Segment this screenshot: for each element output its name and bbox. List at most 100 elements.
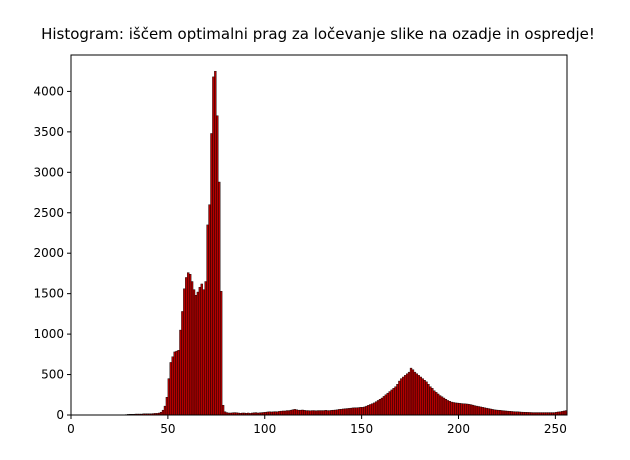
histogram-bar <box>384 394 388 416</box>
histogram-bar <box>560 411 564 416</box>
histogram-bar <box>190 281 194 416</box>
histogram-bar <box>295 409 298 416</box>
histogram-bar <box>200 283 203 416</box>
y-tick-label: 2500 <box>33 206 64 220</box>
histogram-bar <box>369 404 372 416</box>
histogram-bar <box>324 410 327 416</box>
histogram-bar <box>409 367 413 416</box>
x-axis: 0 50 100 150 200 250 <box>67 415 567 436</box>
histogram-bar <box>330 410 333 416</box>
x-tick-label: 50 <box>160 422 175 436</box>
histogram-bar <box>212 76 215 416</box>
histogram-bar <box>181 311 184 416</box>
histogram-bar <box>312 410 316 416</box>
histogram-bar <box>173 351 176 416</box>
histogram-bar <box>471 404 475 416</box>
histogram-bar <box>287 410 291 416</box>
histogram-bar <box>417 375 420 416</box>
histogram-bar <box>448 401 451 416</box>
histogram-bar <box>442 397 446 416</box>
histogram-bar <box>371 403 374 416</box>
histogram-bar <box>435 392 438 416</box>
y-tick-label: 0 <box>56 408 64 422</box>
histogram-bar <box>411 369 415 416</box>
histogram-bar <box>297 409 300 416</box>
histogram-bar <box>167 378 171 416</box>
histogram-bar <box>489 408 492 416</box>
histogram-bar <box>485 407 488 416</box>
histogram-bar <box>365 405 368 416</box>
histogram-bar <box>214 70 217 416</box>
histogram-bar <box>423 380 426 416</box>
histogram-bar <box>221 405 225 416</box>
histogram-bar <box>469 404 473 416</box>
histogram-bar <box>340 408 343 416</box>
histogram-bar <box>415 373 419 416</box>
histogram-bar <box>508 411 512 416</box>
histogram-bar <box>500 410 504 416</box>
histogram-bar <box>219 291 223 416</box>
histogram-bar <box>171 356 174 416</box>
histogram-bar <box>274 411 277 416</box>
histogram-bar <box>328 410 331 416</box>
y-tick-label: 2000 <box>33 246 64 260</box>
histogram-bar <box>353 407 357 416</box>
histogram-bar <box>483 407 486 416</box>
histogram-bar <box>293 409 296 416</box>
histogram-bar <box>398 380 401 416</box>
histogram-bar <box>394 386 397 416</box>
histogram-bar <box>289 409 293 416</box>
histogram-bar <box>206 224 209 416</box>
histogram-bar <box>390 389 393 416</box>
histogram-bar <box>376 400 380 416</box>
histogram-bar <box>380 397 384 416</box>
histogram-bar <box>378 399 382 416</box>
histogram-bar <box>194 295 198 416</box>
histogram-bar <box>491 409 494 416</box>
histogram-bar <box>316 410 320 416</box>
histogram-bar <box>462 403 465 416</box>
histogram-bar <box>202 289 205 416</box>
x-tick-label: 100 <box>253 422 276 436</box>
histogram-bar <box>400 378 403 416</box>
histogram-bar <box>175 350 178 416</box>
histogram-bar <box>450 401 453 416</box>
y-axis: 0 500 1000 1500 2000 2500 3000 3500 4000 <box>33 84 71 422</box>
histogram-bar <box>452 402 455 416</box>
histogram-bar <box>458 403 461 416</box>
histogram-bar <box>444 399 448 416</box>
histogram-bar <box>198 286 202 416</box>
histogram-bar <box>498 410 502 416</box>
histogram-bar <box>363 406 366 416</box>
y-tick-label: 3000 <box>33 165 64 179</box>
histogram-bar <box>280 410 283 416</box>
histogram-bar <box>281 410 285 416</box>
histogram-bar <box>382 396 386 416</box>
histogram-bar <box>440 396 444 416</box>
histogram-bar <box>361 407 364 416</box>
histogram-bar <box>493 409 496 416</box>
histogram-bar <box>187 272 190 416</box>
histogram-bar <box>351 407 355 416</box>
histogram-bar <box>425 381 428 416</box>
y-tick-label: 1500 <box>33 287 64 301</box>
histogram-bar <box>349 407 353 416</box>
histogram-bar <box>367 405 370 416</box>
histogram-bar <box>208 204 211 416</box>
y-tick-label: 500 <box>41 368 64 382</box>
histogram-bar <box>332 409 335 416</box>
histogram-bar <box>467 404 471 416</box>
histogram-bar <box>419 376 422 416</box>
histogram-bar <box>311 410 314 416</box>
histogram-bar <box>464 403 467 416</box>
histogram-bar <box>169 362 172 416</box>
histogram-bar <box>512 411 515 416</box>
histogram-bar <box>326 410 329 416</box>
histogram-bar <box>320 410 324 416</box>
histogram-bar <box>177 350 180 416</box>
histogram-bar <box>475 405 479 416</box>
histogram-bar <box>309 410 312 416</box>
histogram-bar <box>278 411 281 416</box>
histogram-bar <box>421 378 424 416</box>
